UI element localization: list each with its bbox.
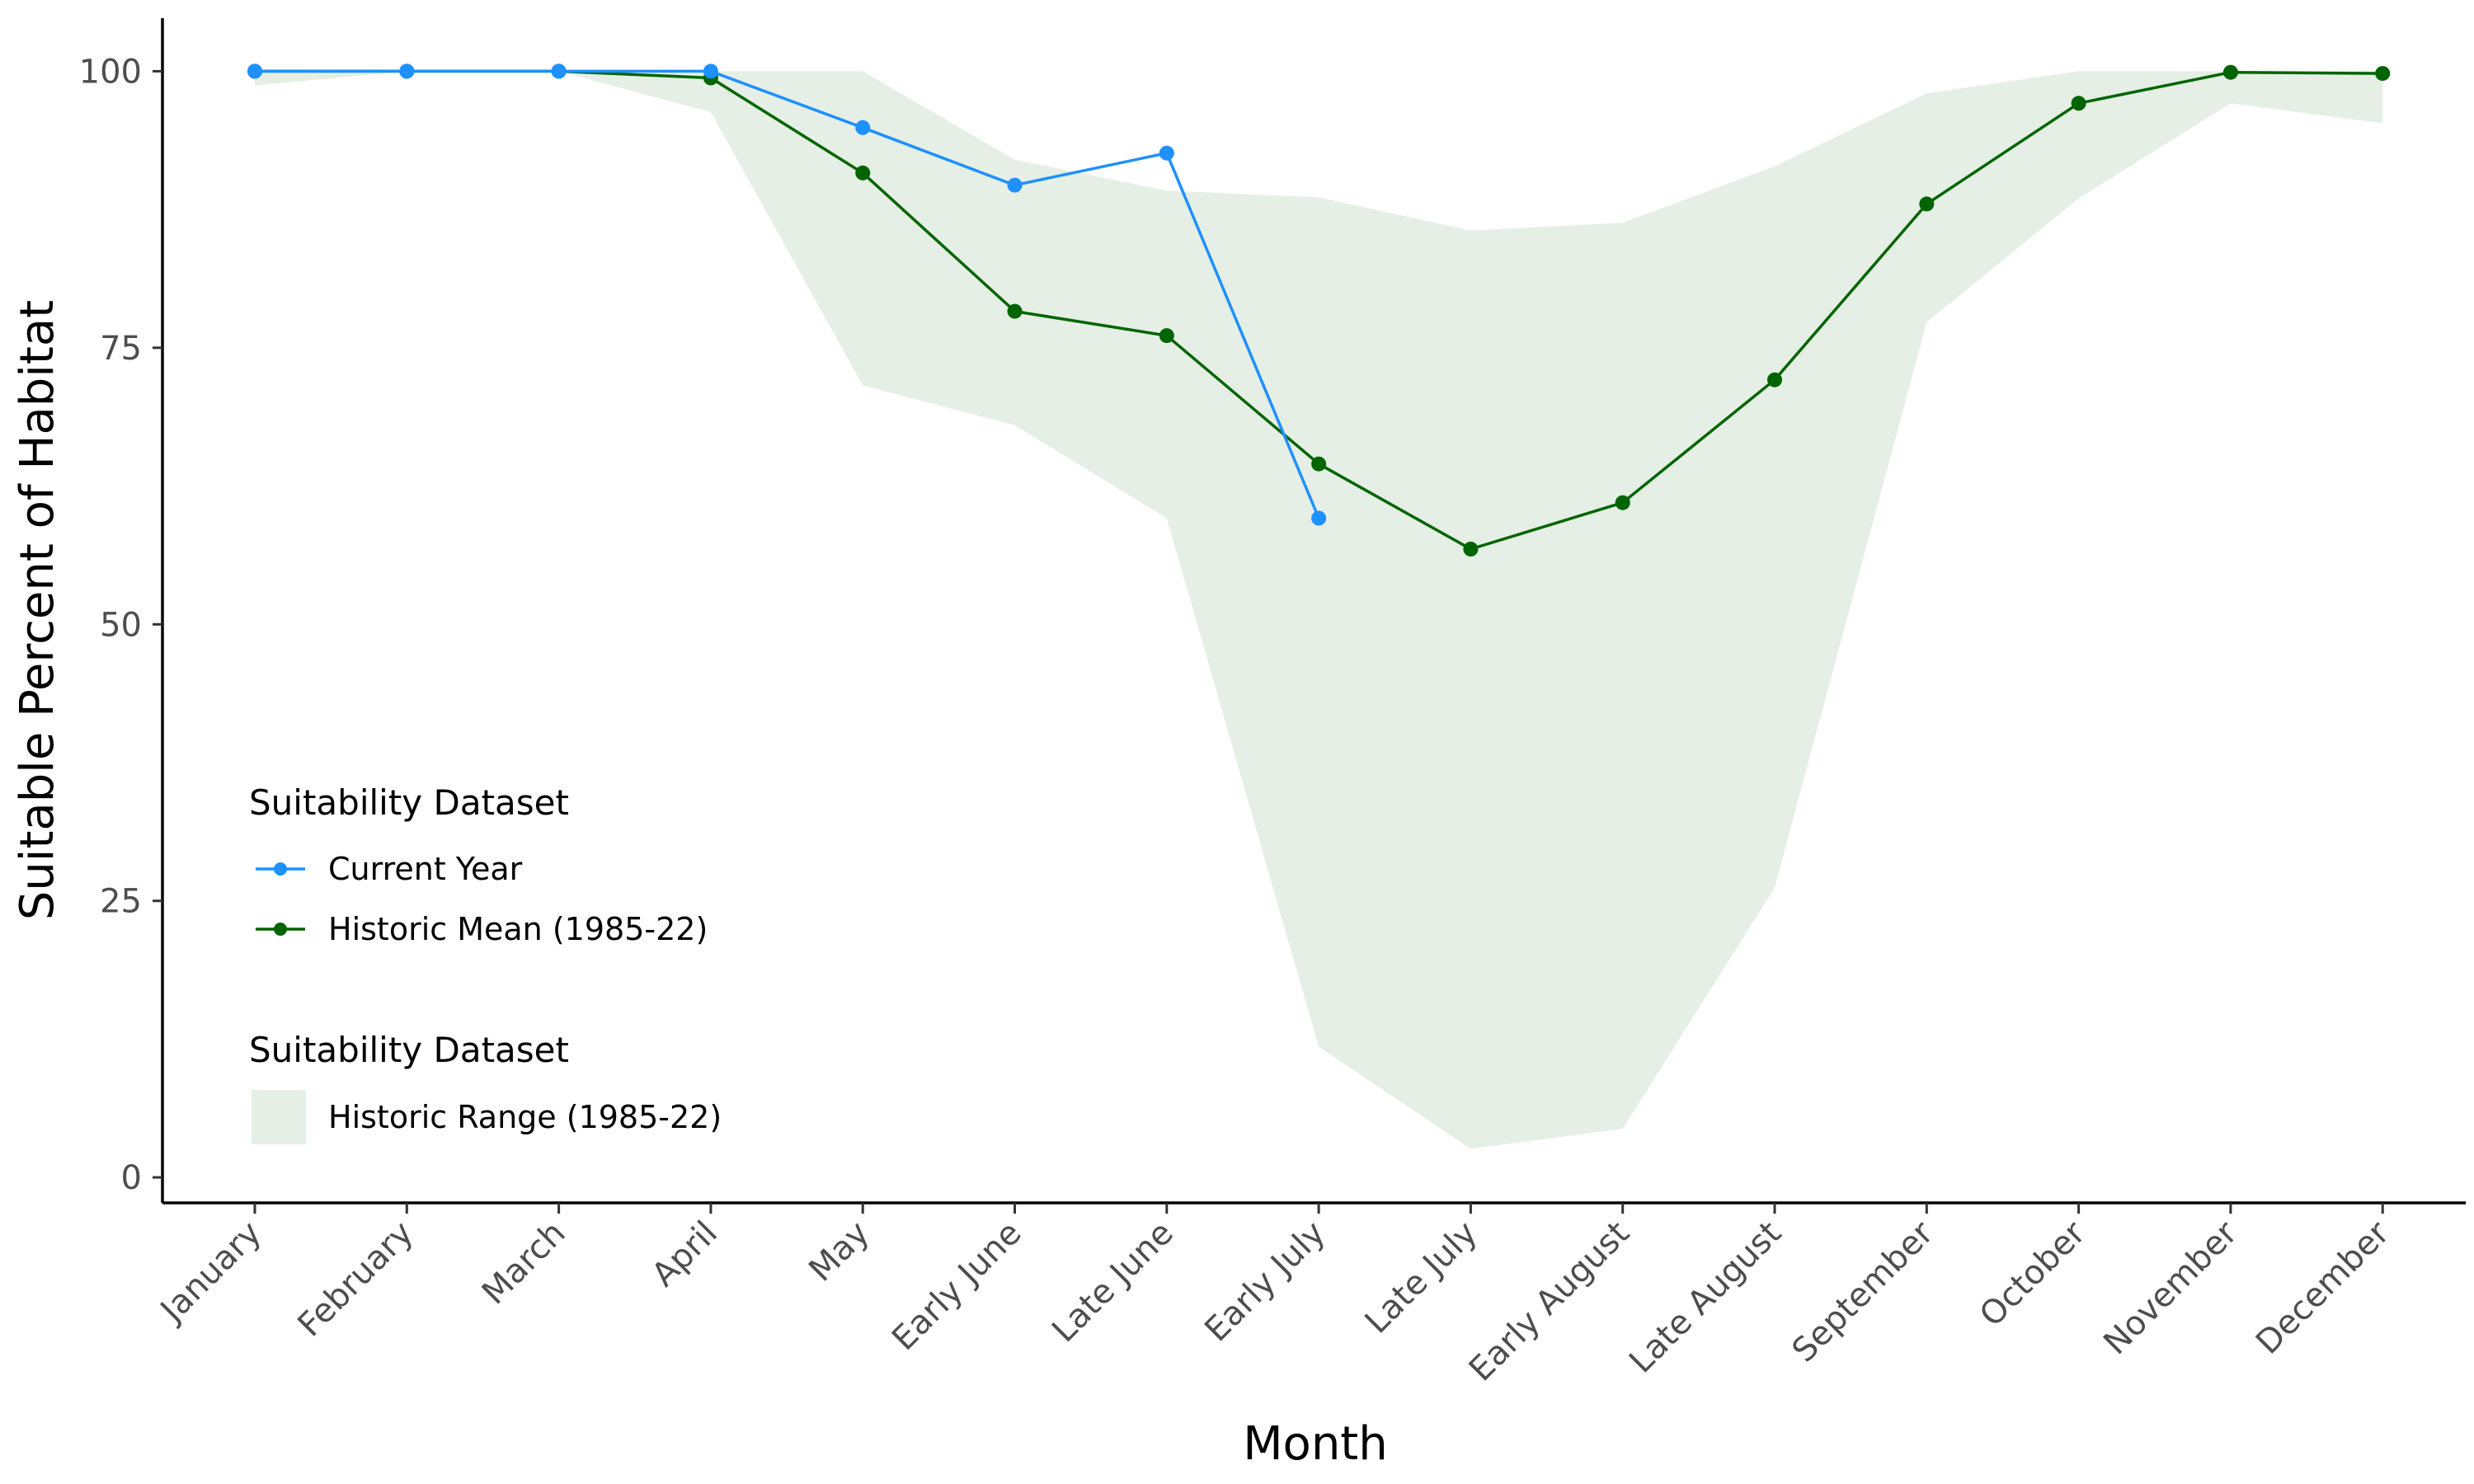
x-tick-label: Late August [1622, 1214, 1789, 1381]
data-point-historic-mean-1985-22 [1159, 328, 1174, 344]
x-tick-label: March [475, 1214, 573, 1313]
data-point-current-year [855, 120, 871, 135]
legend-ribbon: Suitability Dataset Historic Range (1985… [249, 1030, 722, 1144]
x-tick-label: January [152, 1214, 269, 1331]
x-tick-label: May [802, 1214, 877, 1289]
legend-title-ribbon: Suitability Dataset [249, 1030, 569, 1070]
legend-label-current-year: Current Year [328, 851, 523, 887]
data-point-current-year [399, 63, 415, 79]
legend-key-current-year-point [274, 862, 287, 876]
x-tick-label: Early July [1197, 1214, 1333, 1350]
legend-title-lines: Suitability Dataset [249, 782, 569, 823]
x-tick-label: Early June [885, 1214, 1029, 1359]
legend-label-historic-mean: Historic Mean (1985-22) [328, 911, 708, 947]
x-tick-label: November [2096, 1214, 2245, 1362]
data-point-current-year [1159, 145, 1174, 161]
data-point-historic-mean-1985-22 [1311, 456, 1327, 472]
data-point-historic-mean-1985-22 [1919, 196, 1935, 212]
y-axis-title: Suitable Percent of Habitat [11, 300, 64, 920]
x-tick-label: Late July [1357, 1214, 1484, 1341]
data-point-historic-mean-1985-22 [1463, 542, 1479, 556]
data-point-historic-mean-1985-22 [855, 165, 871, 181]
x-tick-label: September [1785, 1214, 1941, 1369]
x-ticks: January February March April May Early June La… [152, 1203, 2397, 1389]
data-point-historic-mean-1985-22 [2222, 64, 2238, 80]
x-tick-label: October [1973, 1214, 2093, 1334]
y-tick-label: 75 [100, 330, 142, 368]
x-tick-label: December [2249, 1214, 2397, 1362]
x-axis-title: Month [1243, 1417, 1388, 1471]
data-point-current-year [551, 63, 567, 79]
historic-range-ribbon [255, 71, 2383, 1149]
x-tick-label: April [645, 1214, 725, 1294]
data-point-current-year [247, 63, 262, 79]
legend-key-historic-mean-point [274, 923, 287, 936]
x-tick-label: Early August [1462, 1214, 1637, 1389]
data-point-current-year [703, 63, 718, 79]
y-tick-label: 100 [79, 53, 142, 91]
series-line-current-year [255, 69, 1320, 519]
data-point-current-year [1311, 510, 1327, 526]
x-tick-label: February [291, 1214, 421, 1345]
legend-label-historic-range: Historic Range (1985-22) [328, 1099, 722, 1135]
x-tick-label: Late June [1045, 1214, 1181, 1350]
ribbon-layer [255, 71, 2383, 1149]
y-ticks: 0 25 50 75 100 [79, 53, 162, 1197]
data-point-current-year [1007, 177, 1023, 193]
data-point-historic-mean-1985-22 [2375, 66, 2391, 82]
data-point-historic-mean-1985-22 [2071, 96, 2086, 111]
series-layer [247, 63, 2391, 556]
legend-key-historic-range [252, 1090, 306, 1144]
y-tick-label: 25 [100, 883, 142, 921]
y-tick-label: 0 [121, 1159, 142, 1197]
data-point-historic-mean-1985-22 [1615, 495, 1630, 510]
data-point-historic-mean-1985-22 [1007, 303, 1023, 319]
data-point-historic-mean-1985-22 [1767, 372, 1782, 387]
legend-lines: Suitability Dataset Current Year Histori… [249, 782, 708, 947]
y-tick-label: 50 [100, 606, 142, 644]
